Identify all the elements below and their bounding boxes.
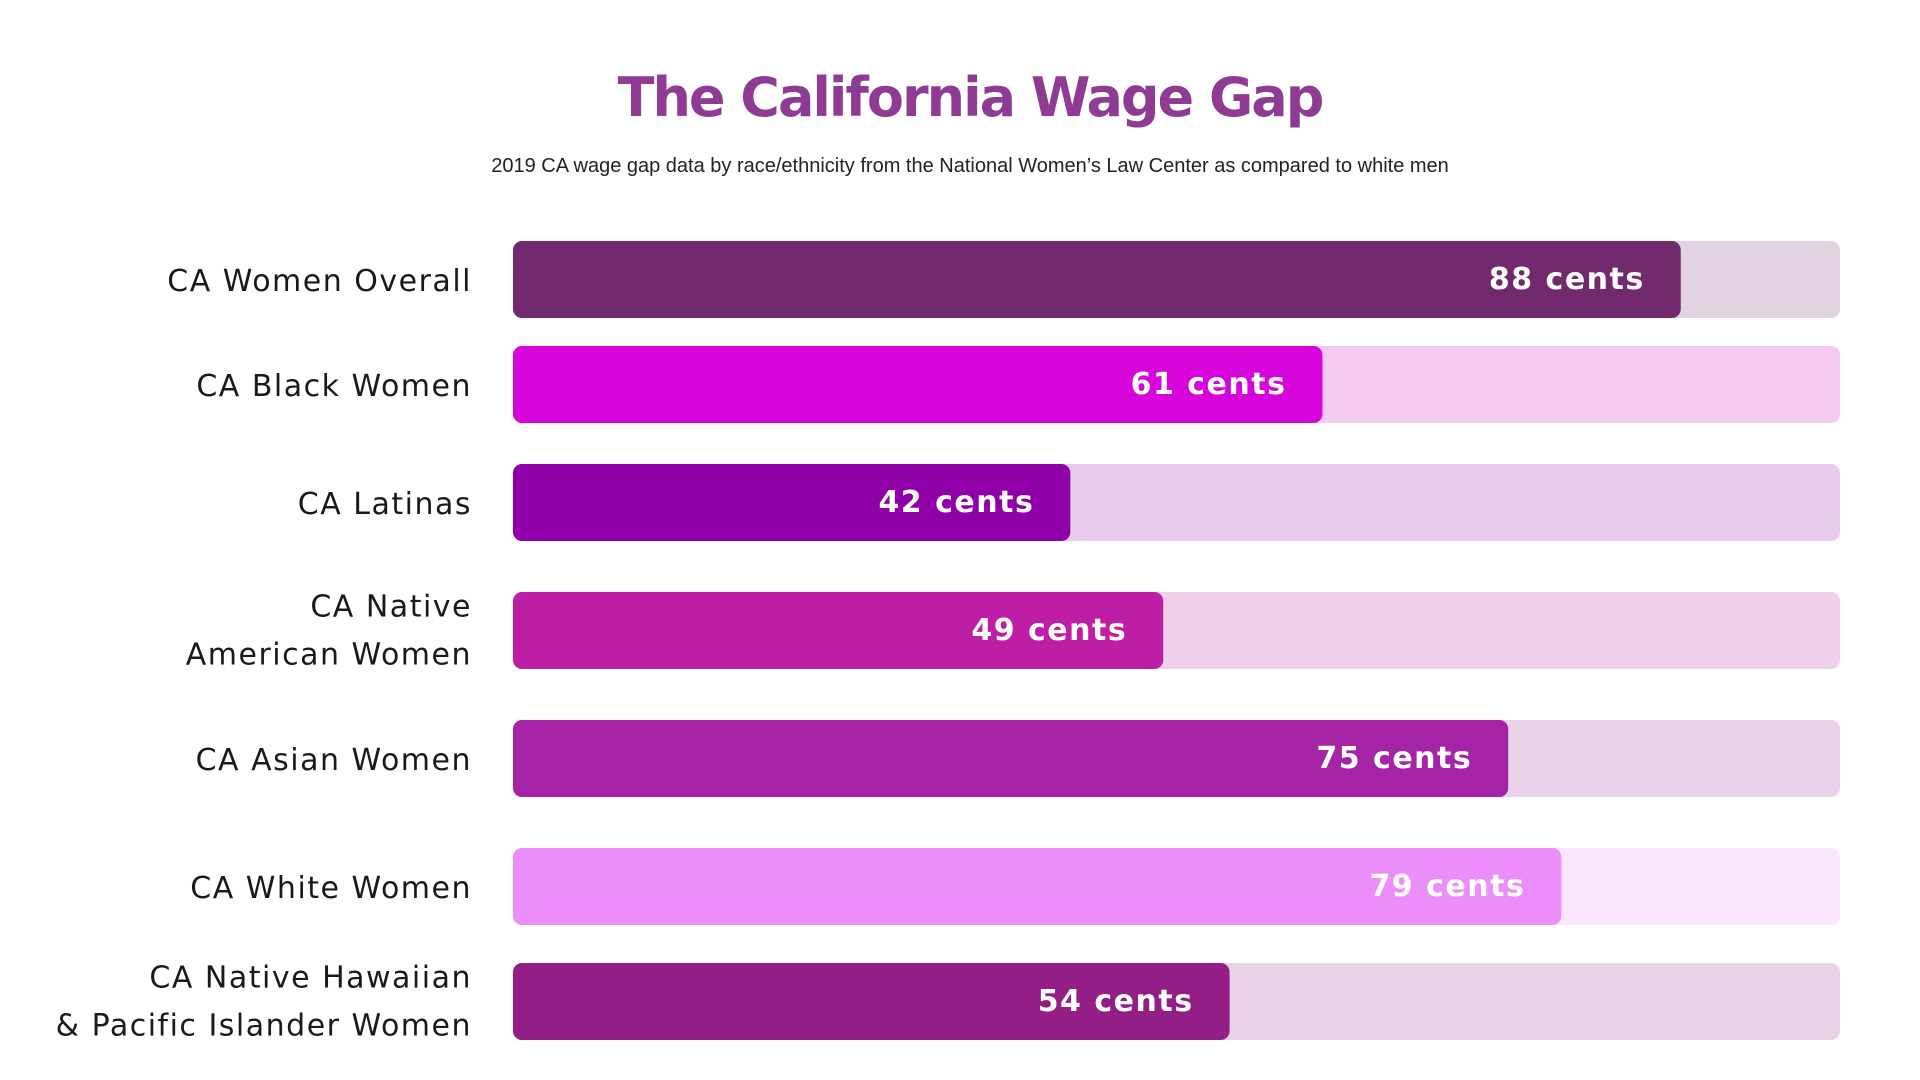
bar-ca-latinas (513, 464, 1071, 541)
value-label-ca-latinas: 42 cents (878, 485, 1034, 520)
category-label-ca-women-overall: CA Women Overall (167, 264, 472, 299)
chart-subtitle: 2019 CA wage gap data by race/ethnicity … (491, 155, 1449, 177)
value-label-ca-native-american-women: 49 cents (971, 613, 1127, 648)
category-label-ca-latinas: CA Latinas (298, 487, 472, 522)
value-label-ca-women-overall: 88 cents (1489, 262, 1645, 297)
value-label-ca-black-women: 61 cents (1131, 367, 1287, 402)
chart-title: The California Wage Gap (617, 66, 1325, 129)
bar-ca-white-women (513, 848, 1562, 925)
category-label-ca-white-women: CA White Women (190, 871, 472, 906)
value-label-ca-white-women: 79 cents (1369, 869, 1525, 904)
value-label-ca-native-hawaiian-and-pacific-islander-women: 54 cents (1038, 984, 1194, 1019)
category-label-ca-native-american-women: CA Native American Women (186, 589, 472, 672)
category-label-ca-native-hawaiian-and-pacific-islander-women: CA Native Hawaiian & Pacific Islander Wom… (56, 960, 472, 1043)
value-label-ca-asian-women: 75 cents (1316, 741, 1472, 776)
bar-ca-native-american-women (513, 592, 1164, 669)
category-label-ca-black-women: CA Black Women (196, 369, 472, 404)
bar-ca-asian-women (513, 720, 1509, 797)
bar-ca-native-hawaiian-and-pacific-islander-women (513, 963, 1230, 1040)
bar-ca-black-women (513, 346, 1323, 423)
bar-ca-women-overall (513, 241, 1681, 318)
category-label-ca-asian-women: CA Asian Women (196, 743, 472, 778)
